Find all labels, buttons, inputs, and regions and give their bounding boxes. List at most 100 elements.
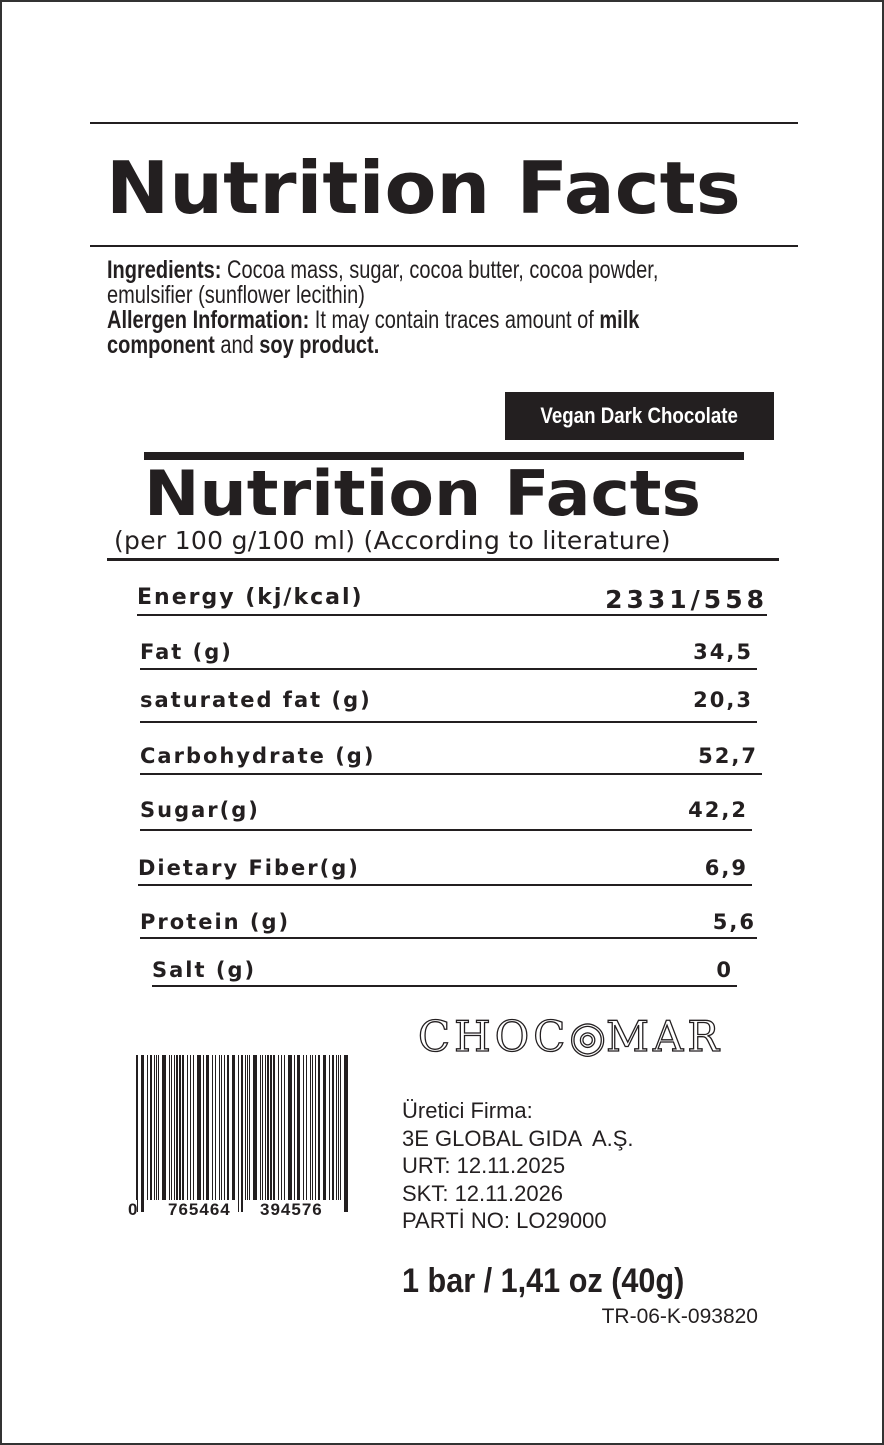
barcode-bar — [215, 1055, 216, 1200]
barcode-bar — [332, 1055, 334, 1200]
nutrient-label: Dietary Fiber(g) — [138, 856, 360, 880]
barcode-bar — [221, 1055, 222, 1200]
barcode-bar — [273, 1055, 275, 1200]
registration-code: TR-06-K-093820 — [601, 1305, 758, 1328]
manufacturer-info: Üretici Firma: 3E GLOBAL GIDA A.Ş. URT: 12… — [402, 1097, 634, 1235]
expiry-date: SKT: 12.11.2026 — [402, 1180, 564, 1206]
barcode-bar — [182, 1055, 184, 1200]
nutrient-value: 0 — [716, 958, 733, 982]
nutrient-label: Protein (g) — [140, 910, 291, 934]
barcode-bar — [312, 1055, 313, 1200]
row-divider — [152, 985, 737, 987]
product-name: Vegan Dark Chocolate — [540, 403, 739, 428]
barcode-bar — [344, 1055, 348, 1212]
batch-number: PARTİ NO: LO29000 — [402, 1208, 607, 1233]
nutrition-title: Nutrition Facts — [144, 457, 702, 530]
barcode-bar — [338, 1055, 339, 1200]
allergen-milk: milk component — [107, 306, 640, 359]
barcode-bar — [329, 1055, 330, 1200]
barcode-bar — [318, 1055, 320, 1200]
barcode-bar — [336, 1055, 337, 1200]
divider — [90, 122, 798, 124]
barcode-bar — [278, 1055, 279, 1200]
barcode-bar — [284, 1055, 285, 1200]
barcode-bar — [270, 1055, 272, 1200]
row-divider — [140, 668, 757, 670]
row-divider — [138, 884, 752, 886]
barcode-bar — [169, 1055, 170, 1200]
manufacturer-name: 3E GLOBAL GIDA A.Ş. — [402, 1125, 634, 1151]
barcode-bar — [136, 1055, 138, 1212]
barcode-bar — [260, 1055, 261, 1200]
row-divider — [140, 829, 752, 831]
barcode-bar — [253, 1055, 257, 1200]
brand-logo: CHOC◎MAR — [417, 1011, 723, 1061]
barcode-bar — [281, 1055, 282, 1200]
nutrient-value: 6,9 — [704, 856, 748, 880]
serving-size: 1 bar / 1,41 oz (40g) — [402, 1262, 685, 1300]
ingredients-text: Ingredients: Cocoa mass, sugar, cocoa bu… — [107, 258, 747, 358]
barcode-bar — [141, 1055, 144, 1212]
nutrient-label: Fat (g) — [140, 640, 233, 664]
barcode-bar — [241, 1055, 243, 1212]
barcode-bar — [156, 1055, 157, 1200]
divider — [90, 245, 798, 247]
barcode-bar — [288, 1055, 292, 1200]
product-badge: Vegan Dark Chocolate — [505, 392, 774, 440]
divider — [107, 558, 779, 561]
barcode-bar — [150, 1055, 152, 1200]
nutrient-value: 42,2 — [688, 798, 748, 822]
barcode-bar — [206, 1055, 209, 1200]
ingredients-label: Ingredients: — [107, 256, 222, 284]
nutrient-value: 52,7 — [698, 744, 758, 768]
allergen-soy: soy product. — [259, 331, 380, 359]
barcode-bar — [297, 1055, 300, 1200]
barcode-lead-digit: 0 — [128, 1200, 138, 1220]
barcode-bar — [306, 1055, 307, 1200]
barcode-bar — [176, 1055, 178, 1200]
barcode-bar — [267, 1055, 269, 1200]
nutrient-value: 5,6 — [712, 910, 756, 934]
page-title: Nutrition Facts — [106, 146, 741, 230]
barcode-bar — [197, 1055, 201, 1200]
barcode-bar — [323, 1055, 326, 1200]
nutrition-subtitle: (per 100 g/100 ml) (According to literat… — [114, 526, 671, 555]
nutrient-label: Energy (kj/kcal) — [137, 585, 364, 610]
barcode-bar — [190, 1055, 191, 1200]
barcode-bar — [212, 1055, 213, 1200]
nutrient-label: saturated fat (g) — [140, 688, 372, 712]
barcode-left-digits: 765464 — [168, 1200, 231, 1220]
ingredients-list: Cocoa mass, sugar, cocoa butter, cocoa p… — [107, 256, 659, 309]
barcode-right-digits: 394576 — [260, 1200, 323, 1220]
nutrient-value: 2331/558 — [605, 585, 768, 614]
barcode-bar — [247, 1055, 248, 1200]
thick-divider — [144, 452, 744, 460]
barcode-bar — [310, 1055, 311, 1200]
barcode-bar — [232, 1055, 235, 1200]
barcode-bar — [238, 1055, 239, 1212]
barcode-bar — [147, 1055, 148, 1200]
allergen-text: It may contain traces amount of — [309, 306, 600, 334]
barcode-bar — [262, 1055, 263, 1200]
barcode-bar — [227, 1055, 229, 1200]
barcode-bar — [245, 1055, 246, 1200]
barcode-bar — [174, 1055, 175, 1200]
nutrient-label: Carbohydrate (g) — [140, 744, 376, 768]
row-divider — [140, 773, 762, 775]
barcode-bar — [154, 1055, 155, 1200]
barcode-bar — [294, 1055, 295, 1200]
barcode-bar — [303, 1055, 304, 1200]
barcode-bar — [265, 1055, 266, 1200]
barcode-bar — [203, 1055, 204, 1200]
barcode-bar — [179, 1055, 181, 1200]
barcode-bar — [193, 1055, 194, 1200]
barcode-bar — [315, 1055, 316, 1200]
production-date: URT: 12.11.2025 — [402, 1153, 566, 1178]
barcode-bar — [340, 1055, 341, 1200]
allergen-label: Allergen Information: — [107, 306, 310, 334]
nutrient-label: Sugar(g) — [140, 798, 260, 822]
barcode-bar — [171, 1055, 172, 1200]
row-divider — [137, 614, 767, 616]
row-divider — [140, 721, 757, 723]
